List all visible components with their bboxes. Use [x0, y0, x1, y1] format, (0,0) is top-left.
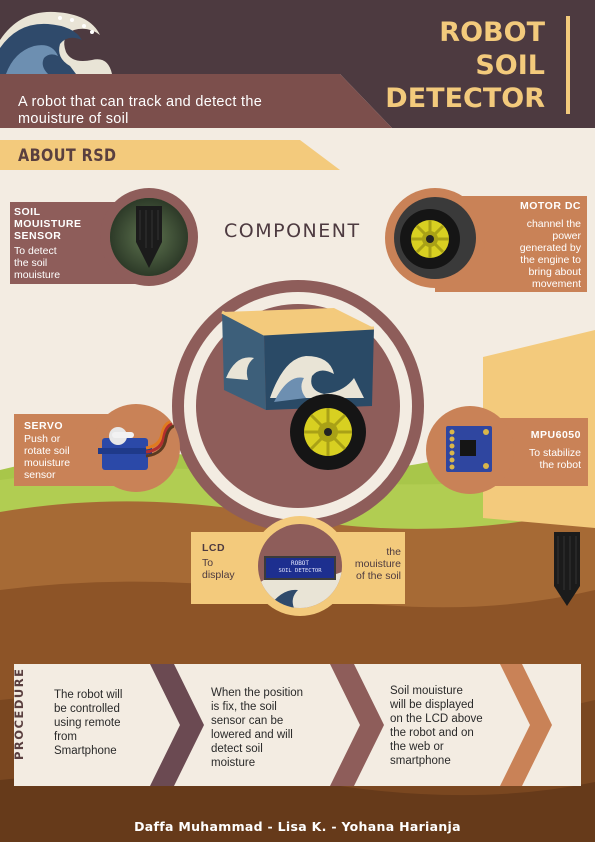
procedure-step-3-line-3: on the LCD above	[390, 713, 483, 725]
probe-icon	[554, 532, 580, 606]
lcd-title: LCD	[202, 542, 226, 554]
lcd-screen-line-2: SOIL DETECTOR	[278, 568, 322, 574]
lcd-display: ROBOT SOIL DETECTOR	[264, 556, 336, 580]
chevron-arrow-icon	[150, 664, 552, 786]
procedure-step-3-line-1: Soil mouisture	[390, 685, 463, 697]
tagline-line-2: mouisture of soil	[18, 111, 129, 127]
soil-sensor-title-1: SOIL	[14, 206, 41, 218]
wave-illustration	[0, 0, 120, 74]
wheel-icon	[394, 197, 476, 279]
title-line-3: DETECTOR	[385, 83, 545, 114]
procedure-step-2-line-1: When the position	[211, 687, 304, 699]
lcd-text-left-1: To	[202, 557, 214, 569]
title-line-1: ROBOT	[439, 17, 545, 48]
mpu6050-title: MPU6050	[530, 429, 581, 441]
procedure-step-1-line-4: from	[54, 731, 77, 743]
lcd-text-right-2: mouisture	[354, 558, 401, 570]
tagline-line-1: A robot that can track and detect the	[18, 94, 263, 110]
motor-dc-text-1: channel the	[526, 218, 581, 230]
motor-dc-text-6: movement	[531, 278, 581, 290]
procedure-step-3-line-5: the web or	[390, 741, 444, 753]
title-accent-bar	[566, 16, 570, 114]
footer-authors: Daffa Muhammad - Lisa K. - Yohana Harian…	[134, 819, 461, 834]
title-line-2: SOIL	[475, 50, 545, 81]
lcd-screen-line-1: ROBOT	[290, 560, 310, 567]
motor-dc-text-3: generated by	[519, 242, 581, 254]
procedure-step-1-line-5: Smartphone	[54, 745, 117, 757]
lcd-text-right-3: of the soil	[356, 570, 401, 582]
lcd-text-right-1: the	[386, 546, 401, 558]
procedure-step-2-line-4: lowered and will	[211, 729, 293, 741]
motor-dc-text-5: bring about	[528, 266, 581, 278]
servo-text-2: rotate soil	[24, 445, 70, 457]
robot-box-icon	[221, 308, 375, 470]
component-heading: COMPONENT	[224, 220, 361, 242]
mpu6050-text-1: To stabilize	[529, 447, 581, 459]
servo-text-3: mouisture	[24, 457, 71, 469]
servo-text-4: sensor	[24, 469, 56, 481]
procedure-step-2-line-6: moisture	[211, 757, 256, 769]
mpu6050-text-2: the robot	[539, 459, 581, 471]
motor-dc-text-2: power	[552, 230, 581, 242]
servo-text-1: Push or	[24, 433, 61, 445]
procedure-step-2-line-2: is fix, the soil	[211, 701, 277, 713]
procedure-step-1-line-1: The robot will	[54, 689, 123, 701]
motor-dc-title: MOTOR DC	[520, 200, 581, 212]
soil-sensor-text-2: the soil	[14, 257, 48, 269]
motor-dc-text-4: the engine to	[520, 254, 581, 266]
procedure-step-1-line-2: be controlled	[54, 703, 120, 715]
procedure-step-3-line-4: the robot and on	[390, 727, 474, 739]
soil-sensor-title-2: MOUISTURE	[14, 218, 82, 230]
procedure-label: PROCEDURE	[12, 667, 26, 760]
procedure-step-1-line-3: using remote	[54, 717, 121, 729]
soil-sensor-icon	[110, 198, 188, 276]
mpu-board-icon	[446, 426, 492, 472]
about-label: ABOUT RSD	[18, 146, 117, 166]
procedure-step-3-line-6: smartphone	[390, 755, 451, 767]
soil-sensor-text-1: To detect	[14, 245, 57, 257]
procedure-panel	[14, 664, 581, 786]
soil-sensor-text-3: mouisture	[14, 269, 61, 281]
procedure-step-3-line-2: will be displayed	[390, 699, 474, 711]
servo-icon	[98, 420, 174, 470]
servo-title: SERVO	[24, 420, 64, 432]
soil-sensor-title-3: SENSOR	[14, 230, 62, 242]
procedure-step-2-line-3: sensor can be	[211, 715, 284, 727]
lcd-text-left-2: display	[202, 569, 235, 581]
procedure-step-2-line-5: detect soil	[211, 743, 263, 755]
